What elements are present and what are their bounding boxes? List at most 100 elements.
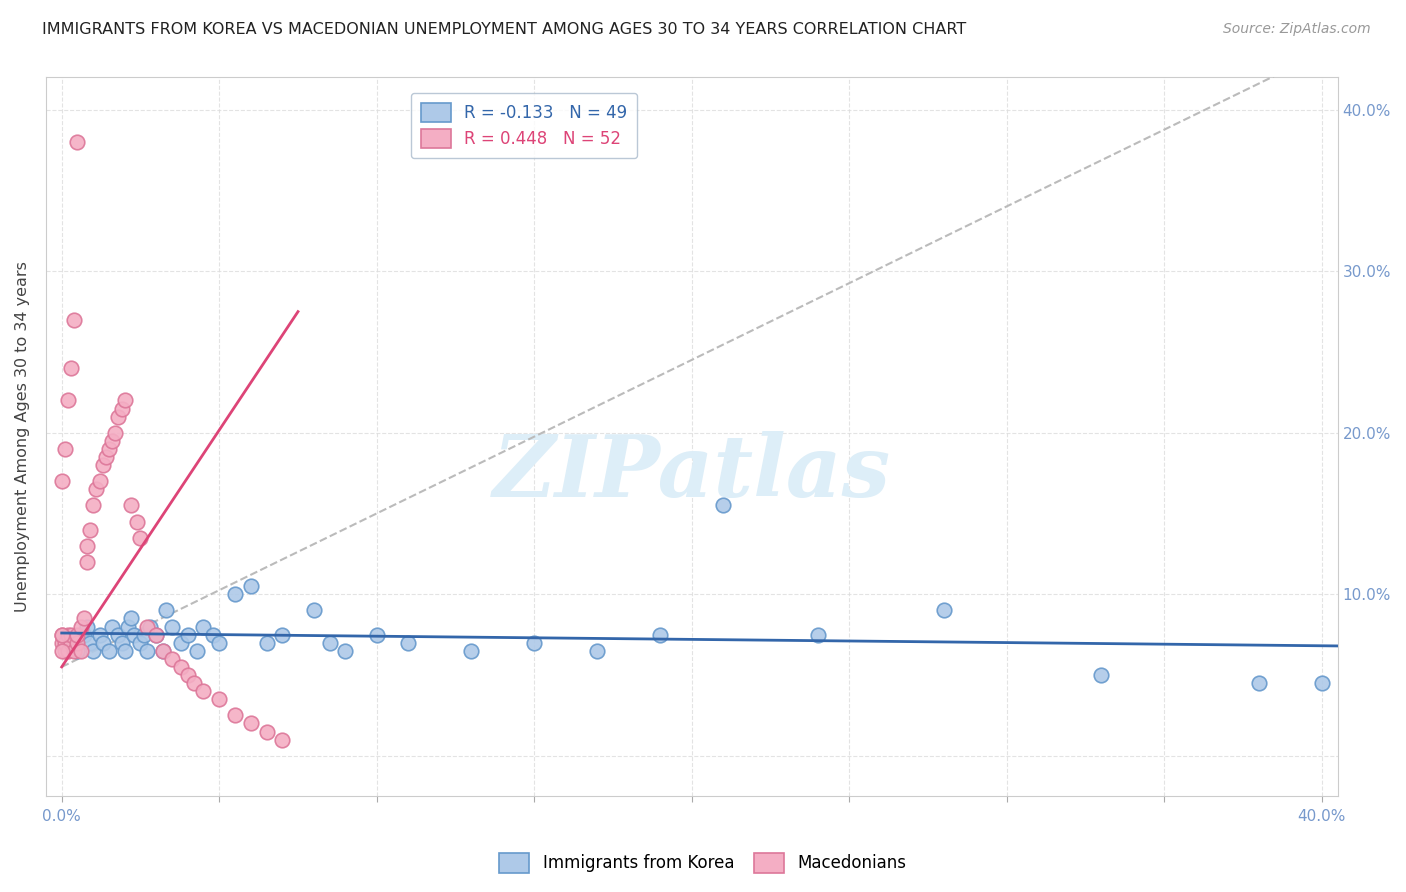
Point [271,627,294,641]
Point [60,636,83,650]
Point [135,644,157,658]
Text: IMMIGRANTS FROM KOREA VS MACEDONIAN UNEMPLOYMENT AMONG AGES 30 TO 34 YEARS CORRE: IMMIGRANTS FROM KOREA VS MACEDONIAN UNEM… [42,22,966,37]
Point [86,483,108,497]
Point [523,636,546,650]
Point [60,361,83,376]
Point [120,499,142,513]
Point [53,442,76,456]
Point [101,619,124,633]
Point [145,627,167,641]
Point [56,644,79,658]
Point [396,636,419,650]
Point [51,636,73,650]
Point [73,627,96,641]
Point [98,644,121,658]
Point [51,644,73,658]
Point [807,627,830,641]
Point [107,409,129,424]
Point [56,393,79,408]
Point [89,474,111,488]
Point [53,636,76,650]
Point [63,312,86,326]
Point [101,434,124,448]
Point [183,676,205,690]
Point [239,716,262,731]
Point [51,474,73,488]
Point [91,636,114,650]
Point [114,644,136,658]
Point [1090,668,1112,682]
Point [76,619,98,633]
Point [1310,676,1333,690]
Point [193,619,215,633]
Point [1247,676,1270,690]
Point [132,627,155,641]
Point [51,627,73,641]
Point [256,724,278,739]
Legend: Immigrants from Korea, Macedonians: Immigrants from Korea, Macedonians [492,847,914,880]
Point [256,636,278,650]
Text: ZIPatlas: ZIPatlas [492,431,891,515]
Point [152,644,174,658]
Point [94,450,117,464]
Point [66,135,89,149]
Legend: R = -0.133   N = 49, R = 0.448   N = 52: R = -0.133 N = 49, R = 0.448 N = 52 [411,93,637,158]
Point [122,627,145,641]
Point [135,619,157,633]
Point [117,619,139,633]
Text: 40.0%: 40.0% [1298,809,1346,824]
Point [139,619,162,633]
Point [110,401,132,416]
Point [208,692,231,706]
Point [224,587,246,601]
Point [160,619,183,633]
Point [145,627,167,641]
Point [56,627,79,641]
Point [51,627,73,641]
Point [335,644,357,658]
Point [107,627,129,641]
Point [98,442,121,456]
Point [79,523,101,537]
Point [69,619,91,633]
Point [60,636,83,650]
Y-axis label: Unemployment Among Ages 30 to 34 years: Unemployment Among Ages 30 to 34 years [15,261,30,612]
Point [79,636,101,650]
Text: 0.0%: 0.0% [42,809,82,824]
Point [76,555,98,569]
Point [73,611,96,625]
Point [69,644,91,658]
Point [193,684,215,698]
Point [120,611,142,625]
Point [82,644,104,658]
Point [127,515,149,529]
Point [271,732,294,747]
Point [460,644,482,658]
Point [110,636,132,650]
Point [201,627,224,641]
Point [129,636,152,650]
Point [711,499,734,513]
Point [366,627,388,641]
Point [114,393,136,408]
Point [66,644,89,658]
Point [302,603,325,617]
Point [932,603,955,617]
Point [170,636,193,650]
Point [129,531,152,545]
Point [177,627,200,641]
Point [152,644,174,658]
Point [63,644,86,658]
Point [82,499,104,513]
Point [318,636,340,650]
Point [586,644,609,658]
Point [170,660,193,674]
Point [155,603,177,617]
Point [91,458,114,472]
Point [104,425,127,440]
Point [160,652,183,666]
Point [208,636,231,650]
Point [186,644,208,658]
Point [239,579,262,593]
Point [224,708,246,723]
